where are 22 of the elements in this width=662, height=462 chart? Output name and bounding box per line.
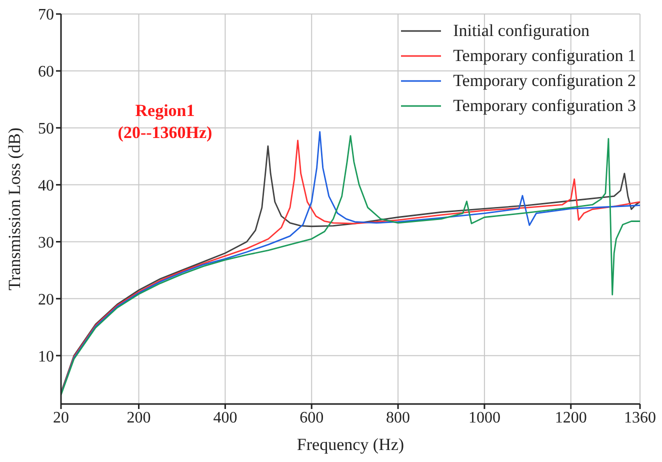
x-tick-label: 800	[386, 409, 410, 426]
y-tick-label: 70	[38, 6, 54, 24]
legend-label: Initial configuration	[453, 20, 590, 42]
annotation: Region1 (20--1360Hz)	[116, 100, 214, 144]
y-tick-label: 20	[38, 291, 54, 308]
x-tick-label: 400	[213, 409, 238, 426]
y-tick-label: 50	[38, 120, 54, 138]
x-tick-label: 20	[53, 409, 69, 426]
x-tick-label: 1360	[624, 409, 656, 426]
y-axis-title: Transmission Loss (dB)	[5, 128, 24, 290]
x-axis-title: Frequency (Hz)	[296, 435, 404, 454]
legend-label: Temporary configuration 1	[453, 45, 636, 67]
legend-label: Temporary configuration 2	[453, 70, 636, 92]
x-tick-label: 200	[126, 409, 151, 426]
x-tick-label: 1200	[554, 409, 587, 426]
legend-label: Temporary configuration 3	[453, 95, 636, 117]
x-tick-label: 1000	[468, 409, 500, 426]
y-tick-label: 30	[38, 234, 54, 252]
x-tick-label: 600	[300, 409, 324, 426]
y-tick-label: 60	[38, 64, 54, 81]
y-tick-label: 40	[38, 177, 54, 194]
y-tick-label: 10	[38, 348, 54, 366]
